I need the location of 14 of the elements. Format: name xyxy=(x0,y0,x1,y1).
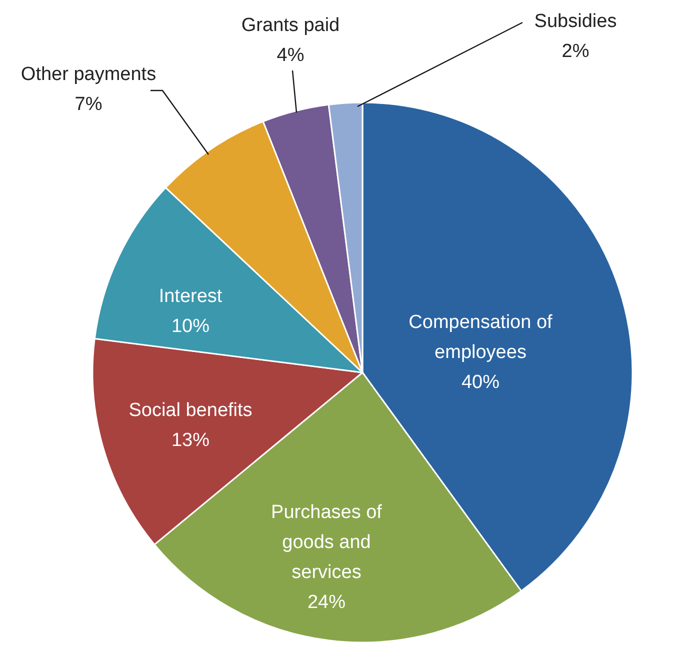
data-label: 7% xyxy=(74,94,102,115)
slice-label: Grants paid xyxy=(241,15,340,36)
data-label: 4% xyxy=(276,45,304,66)
data-label: 24% xyxy=(307,592,346,613)
data-label: 13% xyxy=(171,430,210,451)
data-label: 40% xyxy=(461,372,500,393)
slice-label: Compensation of employees xyxy=(408,312,554,363)
slice-label: Interest xyxy=(158,286,223,307)
slice-label: Social benefits xyxy=(128,400,252,421)
slice-label: Other payments xyxy=(20,64,156,85)
data-label: 10% xyxy=(171,316,210,337)
slice-label: Subsidies xyxy=(534,11,617,32)
slice-label: Purchases of goods and services xyxy=(271,502,383,583)
data-label: 2% xyxy=(562,41,590,62)
